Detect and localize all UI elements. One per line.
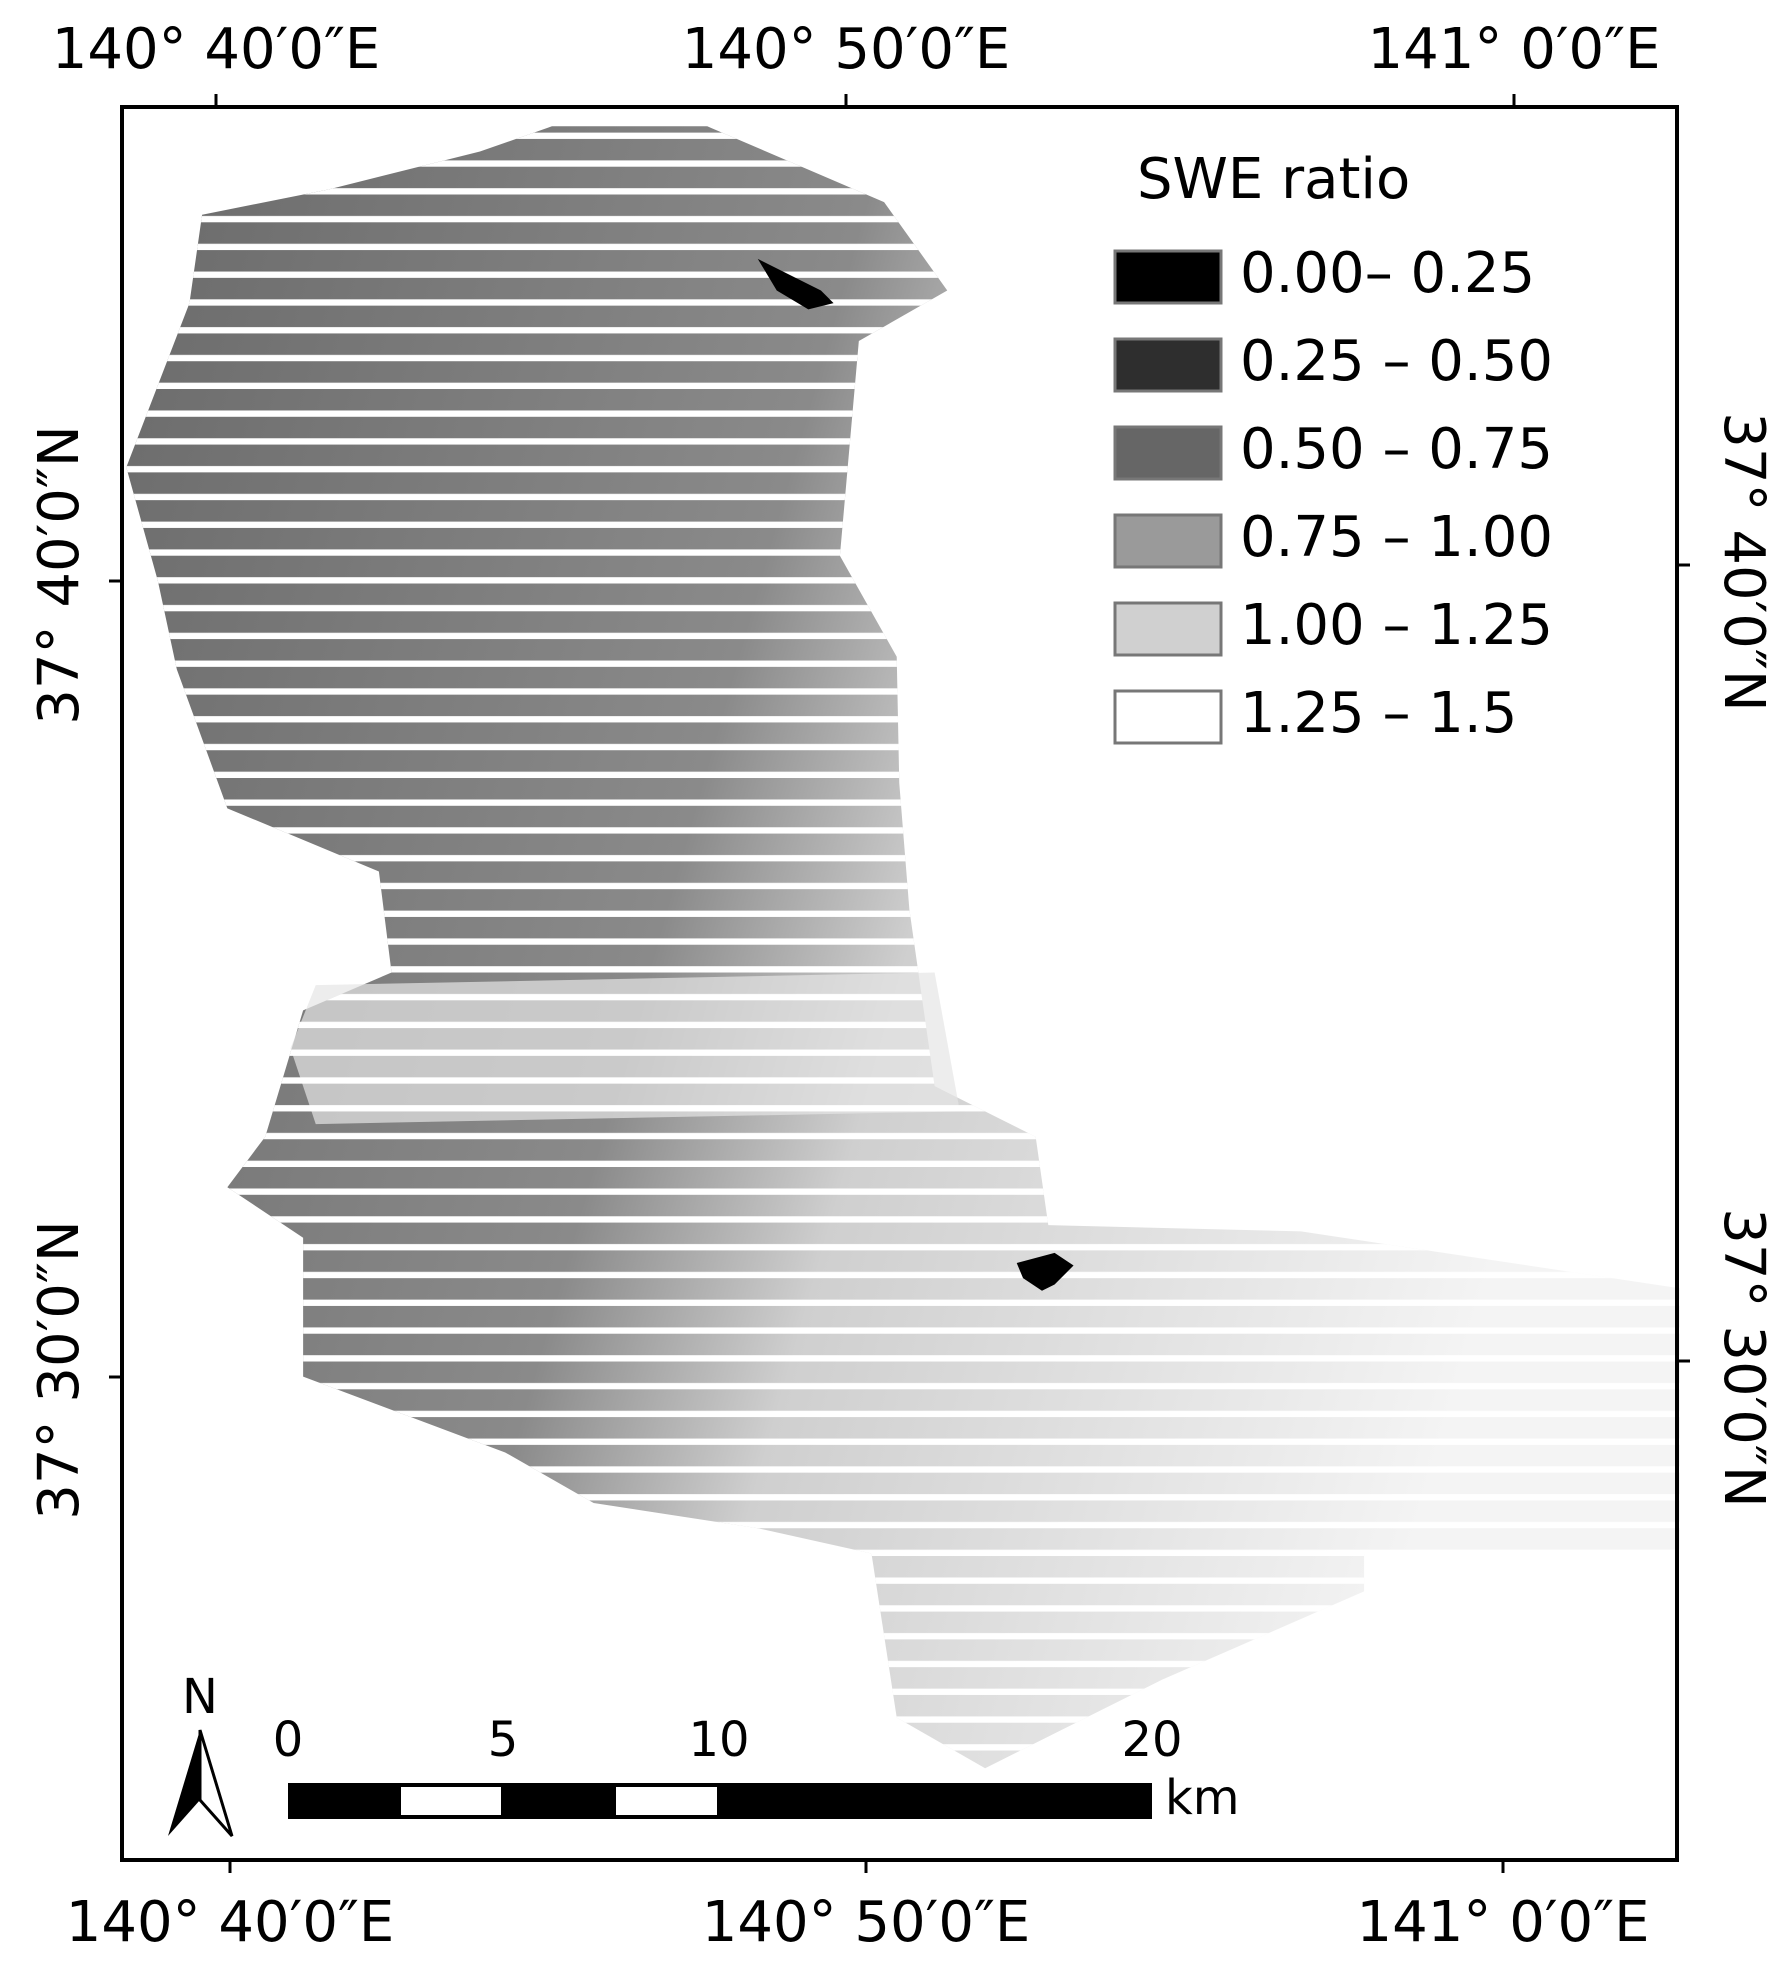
legend-label: 1.00 – 1.25 bbox=[1240, 593, 1553, 658]
legend-label: 1.25 – 1.5 bbox=[1240, 681, 1517, 746]
north-label: N bbox=[182, 1669, 218, 1725]
scale-label: 0 bbox=[273, 1712, 304, 1768]
legend-label: 0.50 – 0.75 bbox=[1240, 417, 1553, 482]
legend-swatch bbox=[1113, 249, 1223, 305]
lat-label: 37° 40′0″N bbox=[1711, 412, 1776, 711]
lat-label: 37° 40′0″N bbox=[27, 425, 92, 724]
lon-label: 140° 40′0″E bbox=[66, 1890, 395, 1955]
legend-swatch bbox=[1113, 337, 1223, 393]
scale-unit: km bbox=[1165, 1770, 1240, 1826]
legend-label: 0.25 – 0.50 bbox=[1240, 329, 1553, 394]
legend-swatch bbox=[1113, 601, 1223, 657]
north-arrow: N bbox=[168, 1669, 234, 1837]
swe-raster bbox=[126, 126, 1680, 1769]
scale-label: 5 bbox=[488, 1712, 519, 1768]
legend-swatch bbox=[1113, 425, 1223, 481]
lat-label: 37° 30′0″N bbox=[27, 1220, 92, 1519]
legend-label: 0.00– 0.25 bbox=[1240, 241, 1535, 306]
legend-label: 0.75 – 1.00 bbox=[1240, 505, 1553, 570]
lon-label: 141° 0′0″E bbox=[1368, 17, 1661, 82]
lat-label: 37° 30′0″N bbox=[1711, 1208, 1776, 1507]
lon-label: 140° 50′0″E bbox=[682, 17, 1011, 82]
map-frame bbox=[120, 105, 1679, 1862]
scale-label: 20 bbox=[1121, 1712, 1182, 1768]
scale-label: 10 bbox=[688, 1712, 749, 1768]
legend-swatch bbox=[1113, 513, 1223, 569]
lon-label: 141° 0′0″E bbox=[1357, 1890, 1650, 1955]
legend-swatch bbox=[1113, 689, 1223, 745]
legend-title: SWE ratio bbox=[1137, 147, 1410, 212]
scale-bar: 0 5 10 20 km bbox=[273, 1712, 1240, 1826]
lon-label: 140° 50′0″E bbox=[702, 1890, 1031, 1955]
graticule-ticks bbox=[109, 94, 1690, 1873]
legend: SWE ratio 0.00– 0.25 0.25 – 0.50 0.50 – 0.… bbox=[1113, 147, 1553, 746]
lon-label: 140° 40′0″E bbox=[52, 17, 381, 82]
